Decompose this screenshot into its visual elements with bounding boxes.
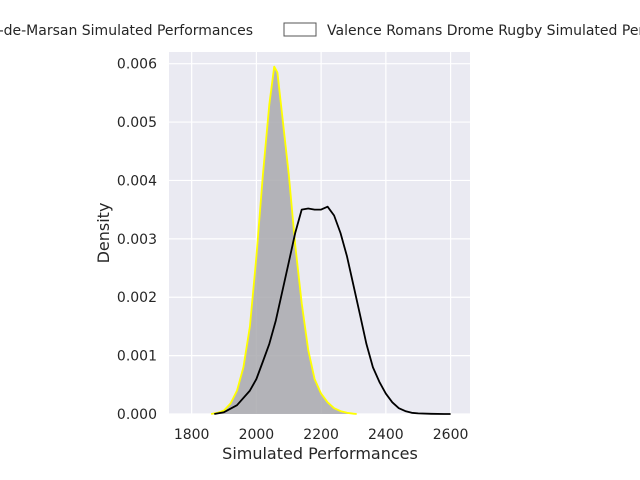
- x-axis-ticks: 1800 2000 2200 2400 2600: [174, 427, 469, 443]
- x-tick-label: 2600: [433, 427, 469, 443]
- y-tick-label: 0.005: [117, 115, 157, 131]
- x-tick-label: 2200: [303, 427, 339, 443]
- plot-background: [169, 52, 470, 414]
- series-1-line: [210, 65, 357, 415]
- x-axis-label: Simulated Performances: [222, 444, 418, 463]
- legend-swatch-series-2: [283, 22, 317, 37]
- y-tick-label: 0.006: [117, 57, 157, 73]
- y-tick-label: 0.002: [117, 290, 157, 306]
- series-layer: [210, 65, 451, 415]
- legend: t-de-Marsan Simulated Performances Valen…: [0, 22, 640, 39]
- legend-label-series-2: Valence Romans Drome Rugby Simulated Per: [327, 23, 640, 39]
- x-tick-label: 2000: [239, 427, 275, 443]
- legend-label-series-1: t-de-Marsan Simulated Performances: [0, 23, 253, 39]
- y-axis-label: Density: [94, 203, 113, 264]
- y-tick-label: 0.004: [117, 173, 157, 189]
- y-tick-label: 0.003: [117, 232, 157, 248]
- series-2-line: [214, 205, 451, 415]
- y-tick-label: 0.001: [117, 349, 157, 365]
- x-tick-label: 1800: [174, 427, 210, 443]
- y-tick-label: 0.000: [117, 407, 157, 423]
- y-axis-ticks: 0.000 0.001 0.002 0.003 0.004 0.005 0.006: [117, 57, 157, 423]
- x-tick-label: 2400: [368, 427, 404, 443]
- series-1-area: [211, 66, 357, 414]
